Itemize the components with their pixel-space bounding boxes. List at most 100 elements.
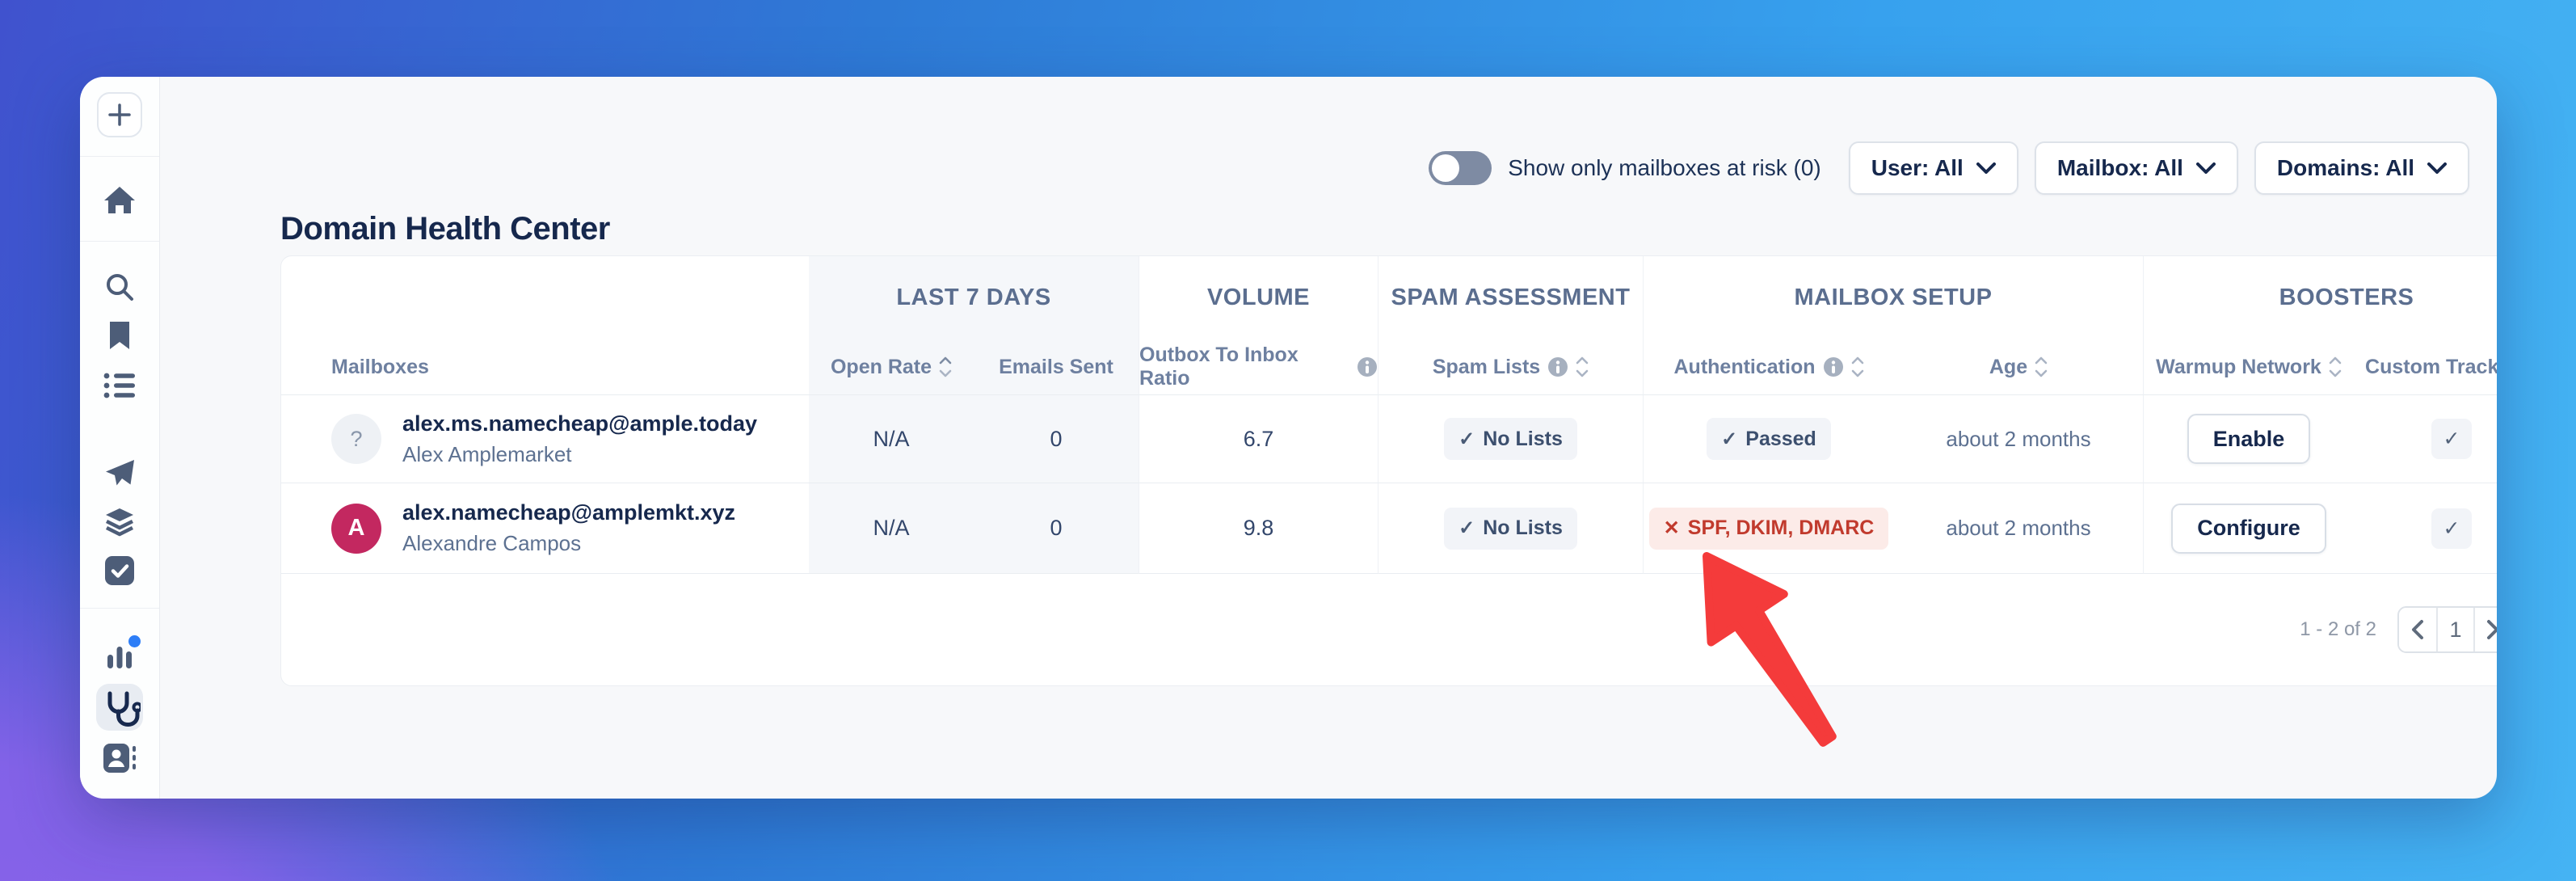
age-value: about 2 months bbox=[1946, 426, 2091, 451]
tracker-cell: ✓ bbox=[2354, 395, 2497, 483]
info-icon[interactable] bbox=[1547, 356, 1568, 377]
warmup-enable-button[interactable]: Enable bbox=[2187, 414, 2311, 464]
authentication-cell: ✕ SPF, DKIM, DMARC bbox=[1644, 483, 1894, 574]
pagination: 1 - 2 of 2 1 bbox=[281, 574, 2497, 685]
mailbox-filter-dropdown[interactable]: Mailbox: All bbox=[2034, 141, 2238, 195]
sidebar-item-analytics[interactable] bbox=[105, 635, 141, 671]
sidebar-item-search[interactable] bbox=[104, 272, 135, 302]
chevron-down-icon bbox=[2427, 162, 2447, 174]
group-header-blank bbox=[281, 256, 809, 339]
bookmark-icon bbox=[110, 322, 129, 349]
warmup-configure-button[interactable]: Configure bbox=[2171, 503, 2326, 554]
sidebar-item-bookmarks[interactable] bbox=[107, 320, 132, 351]
authentication-cell: ✓ Passed bbox=[1644, 395, 1894, 483]
spam-lists-cell: ✓ No Lists bbox=[1378, 483, 1644, 574]
mailbox-email: alex.ms.namecheap@ample.today bbox=[402, 411, 758, 436]
column-header-authentication[interactable]: Authentication bbox=[1644, 339, 1894, 395]
sidebar-divider bbox=[80, 608, 159, 609]
column-header-warmup[interactable]: Warmup Network bbox=[2144, 339, 2354, 395]
age-cell: about 2 months bbox=[1894, 483, 2144, 574]
warmup-cell: Configure bbox=[2144, 483, 2354, 574]
column-header-spam-lists[interactable]: Spam Lists bbox=[1378, 339, 1644, 395]
sidebar-item-home[interactable] bbox=[103, 184, 137, 217]
sidebar bbox=[80, 77, 160, 799]
column-header-emails-sent[interactable]: Emails Sent bbox=[974, 339, 1139, 395]
notification-dot bbox=[128, 635, 141, 647]
open-rate-value: N/A bbox=[809, 395, 974, 483]
spam-status-badge: ✓ No Lists bbox=[1444, 507, 1577, 550]
tracker-check-badge: ✓ bbox=[2431, 419, 2472, 459]
sidebar-divider bbox=[80, 156, 159, 157]
auth-status-badge: ✓ Passed bbox=[1707, 418, 1831, 460]
sidebar-item-stack[interactable] bbox=[103, 506, 136, 538]
app-window: Domain Health Center Show only mailboxes… bbox=[80, 77, 2497, 799]
column-header-mailboxes: Mailboxes bbox=[281, 339, 809, 395]
tracker-cell: ✓ bbox=[2354, 483, 2497, 574]
sidebar-item-contacts[interactable] bbox=[103, 743, 137, 774]
previous-page-button[interactable] bbox=[2399, 608, 2436, 651]
contacts-icon bbox=[103, 744, 136, 773]
pagination-range: 1 - 2 of 2 bbox=[2300, 618, 2376, 640]
task-check-icon bbox=[105, 556, 134, 585]
auth-failed-badge: ✕ SPF, DKIM, DMARC bbox=[1648, 507, 1889, 550]
send-icon bbox=[106, 460, 134, 486]
spam-status-badge: ✓ No Lists bbox=[1444, 418, 1577, 460]
column-header-open-rate[interactable]: Open Rate bbox=[809, 339, 974, 395]
pager-control: 1 bbox=[2397, 606, 2497, 653]
list-icon bbox=[103, 373, 135, 398]
avatar: ? bbox=[331, 414, 381, 464]
next-page-button[interactable] bbox=[2473, 608, 2497, 651]
mailbox-filter-label: Mailbox: All bbox=[2056, 155, 2183, 180]
bar-chart-icon bbox=[107, 647, 132, 668]
check-icon: ✓ bbox=[2443, 516, 2460, 540]
age-cell: about 2 months bbox=[1894, 395, 2144, 483]
plus-icon bbox=[108, 103, 131, 126]
info-icon[interactable] bbox=[1357, 356, 1378, 377]
group-header-spam: SPAM ASSESSMENT bbox=[1378, 256, 1644, 339]
tracker-check-badge: ✓ bbox=[2431, 508, 2472, 549]
outbox-ratio-value: 9.8 bbox=[1139, 483, 1378, 574]
outbox-ratio-value: 6.7 bbox=[1139, 395, 1378, 483]
column-header-age[interactable]: Age bbox=[1894, 339, 2144, 395]
search-icon bbox=[107, 274, 133, 301]
check-icon: ✓ bbox=[1458, 517, 1475, 539]
add-button[interactable] bbox=[97, 92, 142, 137]
info-icon[interactable] bbox=[1823, 356, 1844, 377]
column-header-outbox-ratio[interactable]: Outbox To Inbox Ratio bbox=[1139, 339, 1378, 395]
check-icon: ✓ bbox=[2443, 428, 2460, 450]
chevron-right-icon bbox=[2487, 620, 2497, 639]
sort-icon bbox=[2329, 356, 2342, 377]
mailbox-owner: Alex Amplemarket bbox=[402, 441, 572, 466]
stethoscope-icon bbox=[107, 691, 141, 727]
home-icon bbox=[104, 187, 135, 213]
mailbox-owner: Alexandre Campos bbox=[402, 531, 582, 555]
page-number[interactable]: 1 bbox=[2436, 608, 2473, 651]
sidebar-item-tasks[interactable] bbox=[104, 555, 135, 586]
user-filter-dropdown[interactable]: User: All bbox=[1848, 141, 2018, 195]
emails-sent-value: 0 bbox=[974, 395, 1139, 483]
warmup-cell: Enable bbox=[2144, 395, 2354, 483]
user-filter-label: User: All bbox=[1871, 155, 1964, 180]
chevron-left-icon bbox=[2412, 620, 2423, 639]
domains-filter-label: Domains: All bbox=[2276, 155, 2414, 180]
check-icon: ✓ bbox=[1458, 428, 1475, 450]
table-row-mailbox: ? alex.ms.namecheap@ample.today Alex Amp… bbox=[281, 395, 809, 483]
sidebar-item-sequences[interactable] bbox=[103, 457, 136, 490]
risk-toggle[interactable] bbox=[1429, 151, 1492, 185]
column-header-tracker[interactable]: Custom Tracker bbox=[2354, 339, 2497, 395]
group-header-setup: MAILBOX SETUP bbox=[1644, 256, 2144, 339]
mailboxes-table-card: LAST 7 DAYS VOLUME SPAM ASSESSMENT MAILB… bbox=[280, 255, 2497, 686]
header-controls: Show only mailboxes at risk (0) User: Al… bbox=[1429, 141, 2469, 195]
group-header-volume: VOLUME bbox=[1139, 256, 1378, 339]
sidebar-item-lists[interactable] bbox=[103, 372, 136, 399]
sort-icon bbox=[939, 356, 952, 377]
page-title: Domain Health Center bbox=[280, 211, 610, 247]
layers-icon bbox=[105, 508, 134, 537]
mailbox-email: alex.namecheap@amplemkt.xyz bbox=[402, 500, 736, 525]
open-rate-value: N/A bbox=[809, 483, 974, 574]
avatar: A bbox=[331, 503, 381, 554]
sidebar-divider bbox=[80, 241, 159, 242]
sort-icon bbox=[1576, 356, 1589, 377]
sidebar-item-domain-health[interactable] bbox=[96, 684, 143, 731]
domains-filter-dropdown[interactable]: Domains: All bbox=[2254, 141, 2469, 195]
